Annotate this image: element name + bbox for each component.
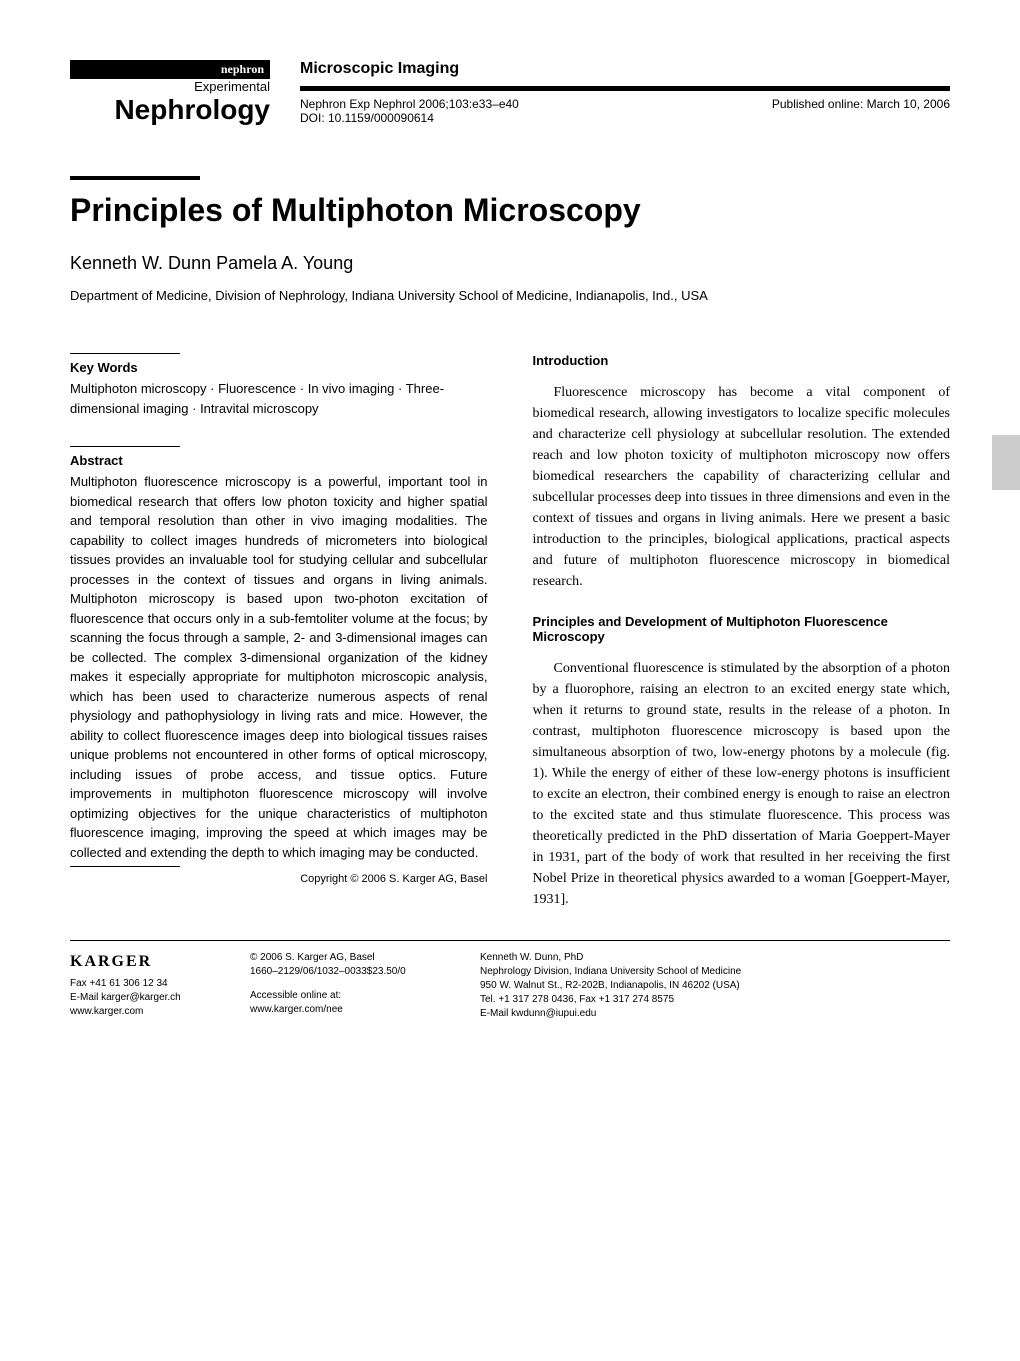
header-thick-rule (300, 86, 950, 91)
footer-copyright: © 2006 S. Karger AG, Basel (250, 951, 450, 965)
introduction-paragraph: Fluorescence microscopy has become a vit… (533, 382, 951, 592)
keywords-heading: Key Words (70, 360, 488, 375)
citation-text: Nephron Exp Nephrol 2006;103:e33–e40 (300, 97, 519, 111)
citation-row: Nephron Exp Nephrol 2006;103:e33–e40 Pub… (300, 97, 950, 111)
two-column-body: Key Words Multiphoton microscopy · Fluor… (70, 353, 950, 932)
footer: KARGER Fax +41 61 306 12 34 E-Mail karge… (70, 951, 950, 1021)
publisher-web: www.karger.com (70, 1005, 220, 1019)
footer-col-correspondence: Kenneth W. Dunn, PhD Nephrology Division… (480, 951, 950, 1021)
journal-logo-block: nephron Experimental Nephrology (70, 60, 270, 126)
footer-rule (70, 940, 950, 941)
corr-address: 950 W. Walnut St., R2-202B, Indianapolis… (480, 979, 950, 993)
publisher-email: E-Mail karger@karger.ch (70, 991, 220, 1005)
title-rule (70, 176, 200, 180)
abstract-end-rule (70, 866, 180, 867)
published-online: Published online: March 10, 2006 (772, 97, 950, 111)
karger-logo: KARGER (70, 951, 220, 973)
doi-text: DOI: 10.1159/000090614 (300, 111, 950, 125)
footer-col-publisher: KARGER Fax +41 61 306 12 34 E-Mail karge… (70, 951, 220, 1021)
abstract-rule (70, 446, 180, 447)
footer-accessible-url: www.karger.com/nee (250, 1003, 450, 1017)
left-column: Key Words Multiphoton microscopy · Fluor… (70, 353, 488, 932)
nephron-bar: nephron (70, 60, 270, 79)
corr-email: E-Mail kwdunn@iupui.edu (480, 1007, 950, 1021)
introduction-heading: Introduction (533, 353, 951, 368)
principles-paragraph: Conventional fluorescence is stimulated … (533, 658, 951, 910)
principles-heading: Principles and Development of Multiphoto… (533, 614, 951, 644)
authors: Kenneth W. Dunn Pamela A. Young (70, 253, 950, 274)
section-label: Microscopic Imaging (300, 60, 950, 78)
footer-col-copyright: © 2006 S. Karger AG, Basel 1660–2129/06/… (250, 951, 450, 1021)
corr-phone: Tel. +1 317 278 0436, Fax +1 317 274 857… (480, 993, 950, 1007)
header-info-block: Microscopic Imaging Nephron Exp Nephrol … (300, 60, 950, 126)
affiliation: Department of Medicine, Division of Neph… (70, 288, 950, 303)
page-edge-tab (992, 435, 1020, 490)
publisher-fax: Fax +41 61 306 12 34 (70, 977, 220, 991)
nephrology-label: Nephrology (70, 94, 270, 126)
paper-title: Principles of Multiphoton Microscopy (70, 192, 950, 229)
abstract-text: Multiphoton fluorescence microscopy is a… (70, 472, 488, 862)
header-region: nephron Experimental Nephrology Microsco… (70, 60, 950, 126)
keywords-text: Multiphoton microscopy · Fluorescence · … (70, 379, 488, 418)
keywords-rule (70, 353, 180, 354)
corr-dept: Nephrology Division, Indiana University … (480, 965, 950, 979)
footer-accessible-label: Accessible online at: (250, 989, 450, 1003)
right-column: Introduction Fluorescence microscopy has… (533, 353, 951, 932)
footer-issn: 1660–2129/06/1032–0033$23.50/0 (250, 965, 450, 979)
abstract-copyright: Copyright © 2006 S. Karger AG, Basel (70, 873, 488, 885)
abstract-heading: Abstract (70, 453, 488, 468)
experimental-label: Experimental (70, 79, 270, 94)
corr-name: Kenneth W. Dunn, PhD (480, 951, 950, 965)
